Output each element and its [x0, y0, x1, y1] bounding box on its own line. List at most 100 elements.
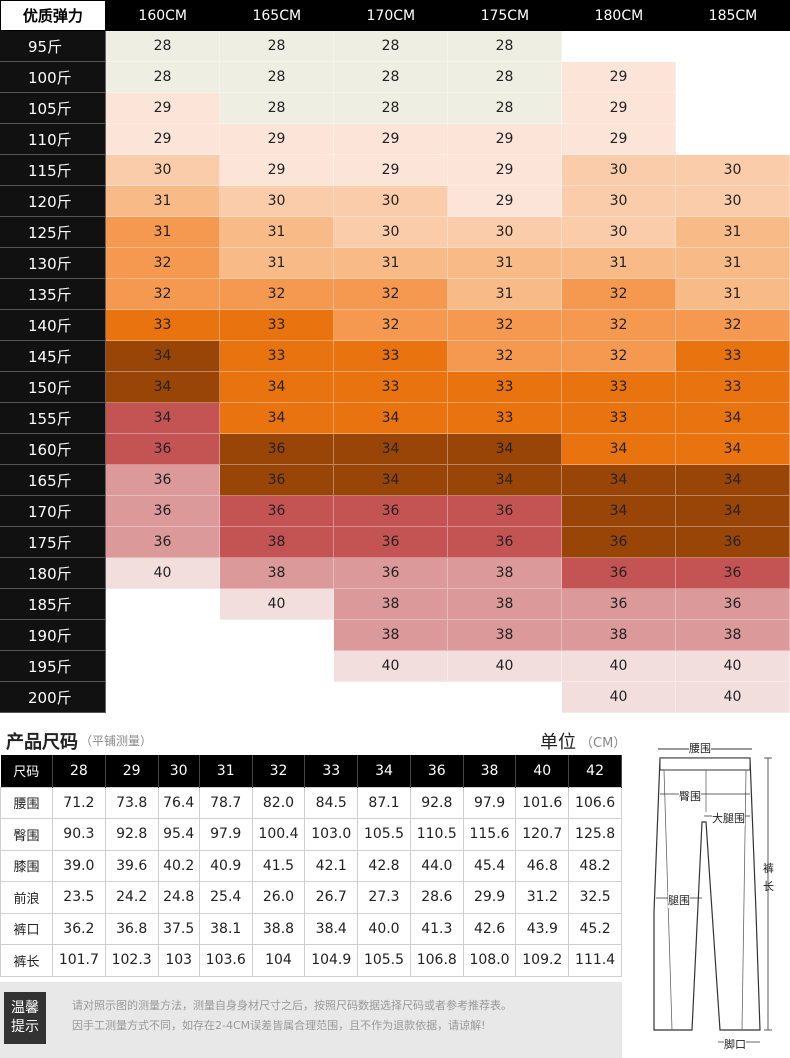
grid-cell: 31	[447, 248, 562, 279]
grid-cell: 32	[105, 248, 220, 279]
grid-row-weight: 150斤	[0, 372, 106, 403]
measurement-value: 100.4	[251, 818, 306, 851]
measurement-value: 120.7	[515, 818, 570, 851]
measurement-value: 76.4	[157, 786, 200, 819]
grid-cell: 34	[561, 434, 676, 465]
measurement-value: 39.0	[52, 849, 106, 882]
grid-cell	[219, 682, 334, 713]
grid-cell: 36	[105, 434, 220, 465]
measurement-label: 裤长	[0, 944, 53, 977]
measurement-value: 43.9	[515, 912, 570, 945]
measurement-value: 101.6	[515, 786, 570, 819]
grid-cell: 32	[105, 279, 220, 310]
grid-cell: 28	[219, 62, 334, 93]
grid-cell: 29	[219, 124, 334, 155]
measurement-value: 36.8	[104, 912, 159, 945]
size-table-size-header: 30	[158, 755, 200, 787]
measurement-label: 裤口	[0, 912, 53, 945]
pants-measurement-diagram: 腰围 臀围 大腿围 裤 长 腿围 脚口	[632, 712, 790, 1058]
grid-cell	[219, 620, 334, 651]
grid-row: 195斤 40 40 40 40	[0, 651, 790, 682]
grid-cell: 28	[447, 93, 562, 124]
measurement-value: 95.4	[157, 818, 200, 851]
size-table-size-header: 31	[199, 755, 253, 787]
measurement-value: 73.8	[104, 786, 159, 819]
grid-cell: 29	[447, 155, 562, 186]
grid-row-weight: 200斤	[0, 682, 106, 713]
grid-cell: 31	[105, 186, 220, 217]
measurement-value: 42.6	[462, 912, 517, 945]
grid-row-weight: 170斤	[0, 496, 106, 527]
grid-row-weight: 135斤	[0, 279, 106, 310]
diagram-label-thigh: 大腿围	[712, 810, 745, 826]
grid-row: 95斤 28 28 28 28	[0, 31, 790, 62]
unit-value: （CM）	[580, 736, 627, 751]
grid-cell: 36	[675, 589, 790, 620]
grid-cell: 30	[333, 186, 448, 217]
grid-row-weight: 180斤	[0, 558, 106, 589]
grid-row-weight: 165斤	[0, 465, 106, 496]
grid-cell: 38	[219, 527, 334, 558]
grid-cell: 30	[561, 217, 676, 248]
measurement-value: 82.0	[251, 786, 306, 819]
grid-row: 170斤 36 36 36 36 34 34	[0, 496, 790, 527]
grid-cell: 28	[333, 31, 448, 62]
measurement-value: 45.4	[462, 849, 517, 882]
measurement-value: 27.3	[357, 881, 411, 914]
diagram-label-length-2: 长	[763, 880, 774, 893]
grid-row: 115斤 30 29 29 29 30 30	[0, 155, 790, 186]
table-row: 腰围 71.2 73.8 76.4 78.7 82.0 84.5 87.1 92.8 97.9 10…	[0, 786, 622, 819]
measurement-value: 101.7	[52, 944, 106, 977]
grid-cell: 30	[333, 217, 448, 248]
grid-cell: 33	[219, 310, 334, 341]
grid-row: 200斤 40 40	[0, 682, 790, 713]
grid-row-weight: 100斤	[0, 62, 106, 93]
measurement-value: 40.0	[357, 912, 411, 945]
measurement-value: 102.3	[104, 944, 159, 977]
grid-row: 120斤 31 30 30 29 30 30	[0, 186, 790, 217]
grid-row-weight: 195斤	[0, 651, 106, 682]
grid-cell: 28	[333, 62, 448, 93]
grid-cell: 34	[333, 403, 448, 434]
measurement-value: 46.8	[515, 849, 570, 882]
grid-cell: 31	[219, 217, 334, 248]
grid-cell: 29	[219, 155, 334, 186]
grid-cell	[447, 682, 562, 713]
grid-row: 165斤 36 36 34 34 34 34	[0, 465, 790, 496]
measurement-value: 105.5	[357, 944, 411, 977]
grid-row-weight: 155斤	[0, 403, 106, 434]
grid-cell: 36	[561, 527, 676, 558]
grid-row: 140斤 33 33 32 32 32 32	[0, 310, 790, 341]
table-row: 裤口 36.2 36.8 37.5 38.1 38.8 38.4 40.0 41.3 42.6 43…	[0, 912, 622, 945]
measurement-value: 106.8	[409, 944, 464, 977]
grid-header-row: 优质弹力 160CM 165CM 170CM 175CM 180CM 185CM	[0, 0, 790, 31]
measurement-value: 108.0	[462, 944, 517, 977]
section-subtitle: （平铺测量）	[80, 734, 153, 748]
grid-cell: 40	[333, 651, 448, 682]
measurement-value: 104	[251, 944, 306, 977]
grid-cell	[219, 651, 334, 682]
grid-cell: 32	[561, 279, 676, 310]
grid-cell: 33	[219, 341, 334, 372]
grid-cell: 34	[333, 434, 448, 465]
unit-label: 单位	[540, 732, 576, 753]
grid-cell: 29	[333, 155, 448, 186]
grid-cell: 36	[105, 465, 220, 496]
size-table-corner: 尺码	[0, 755, 53, 787]
grid-cell: 28	[333, 93, 448, 124]
measurement-value: 125.8	[568, 818, 622, 851]
grid-row: 160斤 36 36 34 34 34 34	[0, 434, 790, 465]
grid-cell: 32	[333, 310, 448, 341]
measurement-value: 38.1	[198, 912, 253, 945]
measurement-value: 23.5	[52, 881, 106, 914]
grid-cell: 36	[333, 496, 448, 527]
grid-cell: 33	[561, 372, 676, 403]
grid-cell	[105, 620, 220, 651]
grid-cell: 30	[675, 155, 790, 186]
grid-body: 95斤 28 28 28 28 100斤 28 28 28 28 29 105斤 29 28 28 28 29 1…	[0, 31, 790, 713]
size-table-header: 尺码 28 29 30 31 32 33 34 36 38 40 42	[0, 755, 622, 787]
measurement-value: 41.5	[251, 849, 306, 882]
grid-row: 125斤 31 31 30 30 30 31	[0, 217, 790, 248]
measurement-value: 103	[157, 944, 200, 977]
diagram-label-hip: 臀围	[679, 788, 701, 804]
